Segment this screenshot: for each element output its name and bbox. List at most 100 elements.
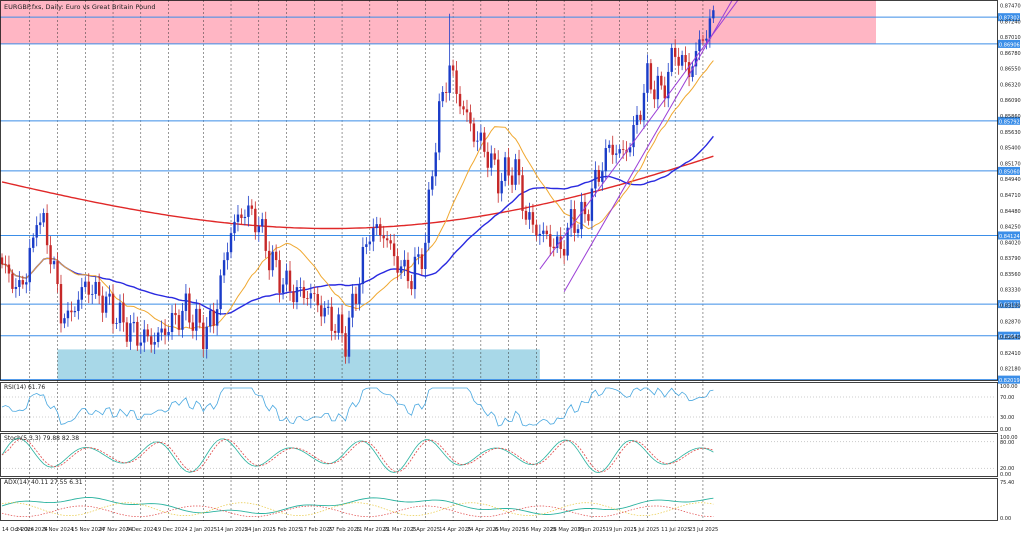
candle[interactable] [559, 227, 562, 259]
candle[interactable] [94, 276, 97, 299]
candle[interactable] [708, 9, 712, 48]
candle[interactable] [361, 237, 365, 294]
candle[interactable] [302, 280, 306, 305]
candle[interactable] [462, 100, 465, 116]
candle[interactable] [323, 301, 326, 324]
candle[interactable] [503, 151, 507, 187]
candle[interactable] [18, 271, 21, 296]
candle[interactable] [549, 224, 552, 257]
candle[interactable] [594, 161, 597, 198]
candle[interactable] [649, 59, 653, 94]
candle[interactable] [66, 302, 70, 327]
candle[interactable] [306, 291, 309, 306]
candle[interactable] [639, 110, 642, 125]
candle[interactable] [347, 310, 351, 364]
candle[interactable] [601, 162, 604, 191]
candle[interactable] [261, 212, 264, 233]
candle[interactable] [524, 205, 528, 225]
candle[interactable] [535, 219, 538, 241]
candle[interactable] [146, 324, 149, 342]
candle[interactable] [712, 5, 715, 24]
candle[interactable] [375, 216, 378, 236]
candle[interactable] [160, 320, 163, 341]
candle[interactable] [271, 245, 274, 277]
candle[interactable] [358, 277, 361, 311]
candle[interactable] [635, 106, 639, 134]
candle[interactable] [163, 319, 167, 345]
candle[interactable] [202, 314, 205, 357]
candle[interactable] [278, 250, 281, 303]
candle[interactable] [267, 241, 271, 280]
candle[interactable] [288, 261, 292, 301]
candle[interactable] [372, 218, 375, 252]
candle[interactable] [118, 294, 122, 332]
candle[interactable] [604, 139, 607, 180]
candle[interactable] [632, 116, 635, 157]
channel-line-upper[interactable] [563, 0, 753, 293]
candle[interactable] [136, 316, 139, 351]
candle[interactable] [538, 224, 542, 245]
candle[interactable] [274, 244, 278, 268]
candle[interactable] [87, 273, 90, 304]
candle[interactable] [465, 99, 469, 122]
candle[interactable] [476, 131, 479, 152]
candle[interactable] [431, 170, 434, 196]
candle[interactable] [677, 47, 680, 75]
candle[interactable] [670, 43, 673, 77]
candle[interactable] [70, 301, 73, 322]
candle[interactable] [104, 291, 108, 318]
candle[interactable] [451, 59, 455, 77]
channel-line-lower[interactable] [539, 0, 754, 270]
candle[interactable] [42, 208, 45, 227]
candle[interactable] [73, 306, 77, 318]
candle[interactable] [517, 149, 521, 185]
candle[interactable] [326, 299, 330, 315]
candle[interactable] [125, 317, 129, 347]
candle[interactable] [385, 230, 389, 248]
candle[interactable] [122, 293, 125, 332]
candle[interactable] [410, 274, 413, 296]
candle[interactable] [403, 250, 406, 276]
candle[interactable] [597, 165, 601, 187]
candle[interactable] [129, 314, 132, 350]
candle[interactable] [212, 302, 215, 334]
candle[interactable] [705, 30, 708, 50]
candle[interactable] [455, 60, 458, 104]
candle[interactable] [337, 307, 340, 340]
candle[interactable] [292, 284, 295, 309]
candle[interactable] [281, 277, 285, 300]
candle[interactable] [691, 61, 694, 82]
candle[interactable] [673, 39, 677, 66]
candle[interactable] [7, 255, 11, 283]
candle[interactable] [354, 286, 358, 311]
candle[interactable] [191, 314, 195, 339]
candle[interactable] [215, 299, 219, 336]
candle[interactable] [25, 273, 28, 294]
candle[interactable] [38, 213, 42, 235]
candle[interactable] [316, 287, 319, 313]
candle[interactable] [514, 153, 517, 191]
candle[interactable] [132, 312, 136, 333]
candle[interactable] [680, 50, 684, 71]
candle[interactable] [229, 227, 233, 259]
candle[interactable] [566, 222, 569, 261]
candle[interactable] [198, 303, 201, 329]
candle[interactable] [150, 328, 153, 353]
candle[interactable] [493, 147, 496, 166]
candle[interactable] [420, 248, 424, 276]
candle[interactable] [115, 317, 118, 329]
candle[interactable] [497, 150, 500, 203]
candle[interactable] [209, 304, 212, 333]
candle[interactable] [174, 303, 177, 325]
candle[interactable] [382, 225, 385, 248]
candle[interactable] [399, 260, 403, 279]
candle[interactable] [687, 53, 691, 87]
candle[interactable] [254, 201, 257, 240]
candle[interactable] [653, 80, 656, 109]
candle[interactable] [320, 295, 323, 327]
candle[interactable] [587, 209, 590, 226]
candle[interactable] [434, 142, 437, 186]
candle[interactable] [139, 334, 142, 354]
candle[interactable] [694, 42, 698, 76]
candle[interactable] [222, 252, 226, 284]
